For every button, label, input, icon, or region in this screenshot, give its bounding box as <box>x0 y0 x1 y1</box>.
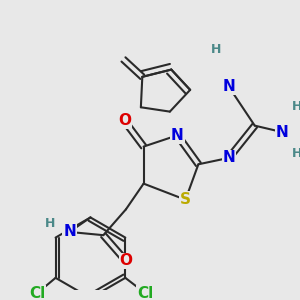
Text: H: H <box>45 218 56 230</box>
Text: N: N <box>223 150 235 165</box>
Text: H: H <box>291 100 300 113</box>
Text: H: H <box>291 146 300 160</box>
Text: N: N <box>63 224 76 239</box>
Text: S: S <box>180 192 191 207</box>
Text: Cl: Cl <box>29 286 45 300</box>
Text: Cl: Cl <box>137 286 153 300</box>
Text: H: H <box>211 44 221 56</box>
Text: N: N <box>171 128 184 143</box>
Text: O: O <box>118 113 131 128</box>
Text: O: O <box>119 254 132 268</box>
Text: N: N <box>276 124 289 140</box>
Text: N: N <box>223 80 235 94</box>
